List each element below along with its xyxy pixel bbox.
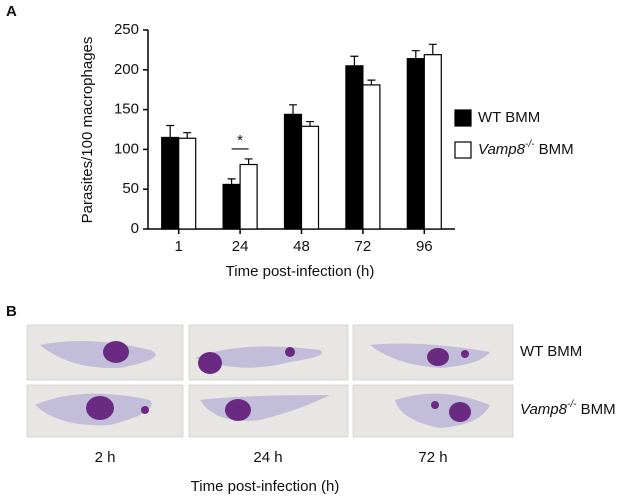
row-label: Vamp8-/- BMM (520, 399, 616, 418)
error-bar (367, 79, 376, 85)
x-tick-label: 48 (293, 238, 310, 255)
bar (423, 54, 442, 230)
y-tick-label: 100 (114, 140, 139, 157)
y-tick-label: 50 (122, 180, 139, 197)
error-bar (227, 178, 236, 185)
panel-label: A (6, 3, 17, 20)
error-bar (350, 55, 359, 66)
micrographs (26, 324, 514, 438)
y-tick-label: 0 (131, 220, 139, 237)
bar (406, 58, 425, 230)
x-tick-label: 72 (355, 238, 372, 255)
y-axis-label: Parasites/100 macrophages (79, 37, 96, 224)
x-tick-label: 96 (416, 238, 433, 255)
x-tick-label: 1 (175, 238, 183, 255)
error-bar (306, 120, 314, 127)
error-bar (166, 124, 175, 138)
column-label: 24 h (253, 449, 282, 466)
bar (239, 163, 258, 230)
legend-swatch (454, 141, 472, 159)
x-tick-label: 24 (232, 238, 249, 255)
x-axis-label: Time post-infection (h) (226, 263, 375, 280)
error-bar (411, 50, 420, 59)
x-axis-label: Time post-infection (h) (191, 478, 340, 495)
bar (300, 125, 320, 230)
panel-label: B (6, 303, 17, 320)
y-tick-label: 200 (114, 61, 139, 78)
legend-swatch (454, 109, 472, 127)
error-bar (289, 104, 297, 115)
legend-label: WT BMM (478, 109, 540, 126)
error-bar (183, 132, 192, 139)
y-tick-label: 250 (114, 21, 139, 38)
bar (161, 136, 180, 230)
column-label: 2 h (95, 449, 116, 466)
bar (283, 113, 303, 230)
column-label: 72 h (418, 449, 447, 466)
bar (222, 183, 241, 230)
bar (345, 65, 364, 230)
bar (362, 84, 381, 230)
bar (178, 137, 197, 230)
error-bar (244, 158, 253, 165)
y-tick-label: 150 (114, 101, 139, 118)
error-bar (428, 43, 437, 55)
row-label: WT BMM (520, 343, 582, 360)
legend-label: Vamp8-/- BMM (478, 139, 574, 158)
significance-label: * (237, 132, 243, 149)
